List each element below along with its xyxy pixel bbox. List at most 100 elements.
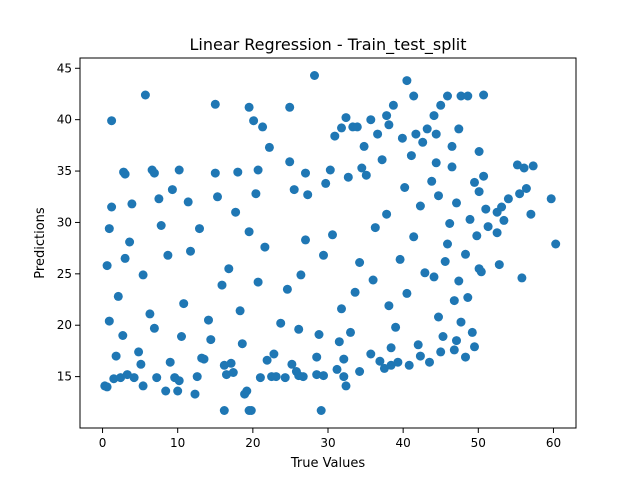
- data-point: [373, 129, 383, 139]
- data-point: [443, 239, 452, 249]
- data-point: [436, 347, 446, 357]
- data-point: [474, 147, 484, 156]
- y-tick-label: 35: [57, 164, 72, 178]
- data-point: [235, 306, 245, 316]
- data-point: [129, 373, 139, 383]
- data-point: [213, 192, 222, 202]
- data-point: [190, 389, 200, 399]
- data-point: [492, 228, 502, 238]
- data-point: [382, 111, 392, 121]
- data-point: [350, 287, 360, 297]
- data-point: [528, 161, 538, 171]
- y-tick-label: 20: [57, 318, 72, 332]
- data-point: [285, 102, 295, 112]
- data-point: [116, 373, 126, 383]
- data-point: [449, 296, 459, 306]
- data-point: [242, 386, 252, 396]
- data-points-layer: [100, 71, 561, 415]
- data-point: [368, 275, 378, 285]
- data-point: [402, 288, 412, 298]
- data-point: [341, 381, 351, 391]
- data-point: [438, 332, 448, 341]
- data-point: [470, 342, 479, 352]
- y-tick-label: 45: [57, 61, 72, 75]
- data-point: [310, 71, 319, 80]
- data-point: [355, 367, 365, 376]
- data-point: [289, 185, 299, 195]
- data-point: [149, 323, 159, 333]
- data-point: [316, 406, 326, 415]
- data-point: [357, 163, 367, 173]
- data-point: [443, 91, 452, 101]
- data-point: [282, 284, 292, 294]
- data-point: [192, 372, 202, 382]
- y-axis-ticks: 15 20 25 30 35 40 45: [57, 61, 80, 384]
- data-point: [156, 221, 166, 230]
- y-tick-label: 15: [57, 370, 72, 384]
- data-point: [346, 327, 355, 337]
- data-point: [470, 177, 479, 187]
- data-point: [161, 386, 171, 396]
- data-point: [195, 224, 204, 234]
- data-point: [413, 340, 423, 350]
- data-point: [113, 291, 123, 301]
- data-point: [217, 280, 227, 290]
- data-point: [497, 202, 507, 212]
- data-point: [314, 330, 324, 339]
- data-point: [219, 406, 229, 415]
- data-point: [339, 354, 349, 364]
- data-point: [244, 227, 254, 237]
- data-point: [104, 224, 114, 234]
- data-point: [183, 197, 193, 207]
- data-point: [352, 122, 362, 132]
- data-point: [224, 264, 234, 274]
- data-point: [409, 91, 419, 101]
- data-point: [237, 339, 247, 349]
- data-point: [260, 242, 270, 252]
- x-tick-label: 0: [99, 436, 107, 450]
- x-tick-label: 60: [546, 436, 561, 450]
- data-point: [418, 137, 428, 147]
- data-point: [461, 352, 470, 362]
- data-point: [411, 129, 421, 139]
- data-point: [258, 122, 268, 132]
- data-point: [312, 370, 322, 380]
- data-point: [210, 168, 220, 178]
- data-point: [517, 273, 527, 283]
- data-point: [255, 373, 265, 383]
- data-point: [301, 168, 310, 178]
- data-point: [154, 194, 164, 204]
- data-point: [312, 352, 322, 362]
- data-point: [377, 155, 387, 165]
- data-point: [102, 382, 112, 392]
- data-point: [321, 178, 331, 188]
- data-point: [440, 257, 450, 266]
- data-point: [138, 270, 148, 280]
- data-point: [173, 386, 183, 396]
- data-point: [179, 299, 189, 309]
- data-point: [269, 349, 279, 359]
- data-point: [422, 124, 432, 134]
- data-point: [280, 373, 290, 383]
- data-point: [391, 322, 401, 332]
- data-point: [472, 231, 482, 241]
- data-point: [404, 360, 414, 370]
- data-point: [167, 185, 177, 195]
- data-point: [140, 90, 150, 100]
- data-point: [447, 141, 457, 151]
- data-point: [483, 222, 493, 232]
- data-point: [303, 190, 313, 200]
- data-point: [330, 131, 340, 141]
- data-point: [228, 368, 238, 377]
- data-point: [231, 207, 241, 217]
- data-point: [206, 335, 216, 345]
- data-point: [479, 90, 489, 100]
- data-point: [452, 198, 461, 208]
- data-point: [452, 336, 461, 346]
- data-point: [337, 304, 346, 314]
- data-point: [379, 363, 389, 373]
- data-point: [402, 76, 412, 86]
- data-point: [425, 357, 434, 367]
- data-point: [551, 239, 561, 249]
